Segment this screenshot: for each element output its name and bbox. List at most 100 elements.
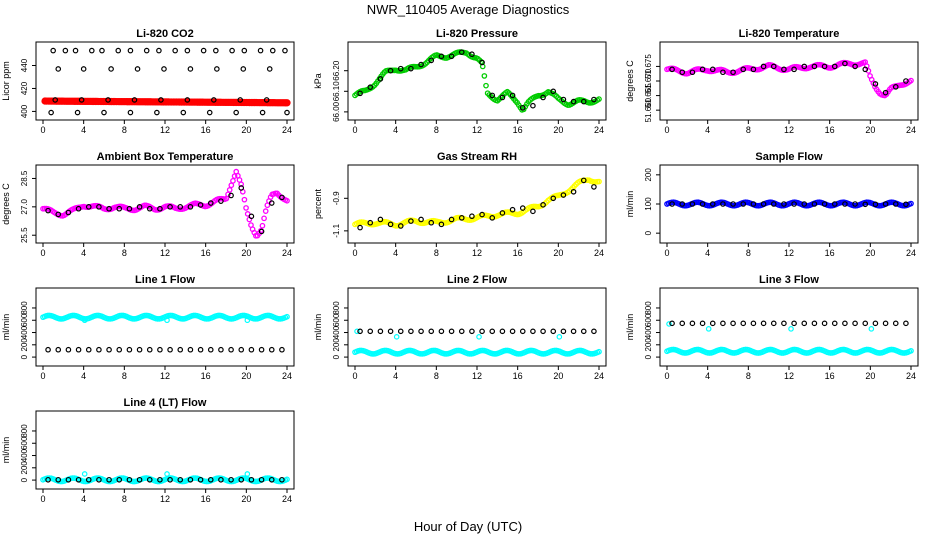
data-point <box>75 476 82 483</box>
data-point <box>146 476 153 483</box>
data-point <box>266 66 273 72</box>
series-spikes <box>354 328 563 340</box>
data-point <box>438 328 445 335</box>
panel-title: Line 3 Flow <box>759 274 819 286</box>
x-tick-label: 8 <box>434 371 439 381</box>
data-point <box>408 328 414 335</box>
data-point <box>428 328 435 335</box>
y-tick-label: 600 <box>20 436 29 450</box>
x-tick-label: 8 <box>122 125 127 135</box>
data-point <box>116 476 123 483</box>
data-point <box>136 476 143 483</box>
data-point <box>476 334 482 340</box>
x-tick-label: 0 <box>40 125 45 135</box>
series-hourly <box>357 328 597 335</box>
data-point <box>282 47 288 54</box>
data-point <box>831 63 838 70</box>
data-point <box>283 99 291 107</box>
data-point <box>720 320 726 327</box>
x-tick-label: 20 <box>241 248 251 258</box>
x-tick-label: 20 <box>553 125 563 135</box>
data-point <box>570 328 577 335</box>
data-point <box>126 205 133 212</box>
data-point <box>387 67 394 74</box>
panel-pressure: Li-820 Pressure kPa 0 4 8 12 16 20 24 66.0066.106… <box>313 28 607 135</box>
x-tick-label: 24 <box>594 125 604 135</box>
x-tick-label: 4 <box>81 248 86 258</box>
data-point <box>903 320 909 327</box>
y-tick-label: 200 <box>644 338 653 352</box>
data-point <box>115 47 122 54</box>
data-point <box>770 63 777 70</box>
data-point <box>85 476 92 483</box>
data-point <box>570 98 577 105</box>
data-point <box>240 66 247 72</box>
data-point <box>852 320 858 327</box>
data-point <box>108 66 114 72</box>
data-point <box>261 215 267 222</box>
data-point <box>821 201 828 207</box>
series-hourly <box>45 346 285 353</box>
plot-area <box>352 49 602 113</box>
data-point <box>489 92 496 99</box>
data-point <box>213 47 219 54</box>
data-point <box>136 346 143 353</box>
y-tick-label: 0 <box>644 354 653 359</box>
y-tick-label: 400 <box>332 325 341 339</box>
x-tick-label: 24 <box>282 494 292 504</box>
x-tick-label: 20 <box>865 125 875 135</box>
data-point <box>101 109 107 116</box>
y-tick-label: 400 <box>20 448 29 462</box>
data-point <box>55 211 62 218</box>
x-tick-label: 24 <box>906 248 916 258</box>
data-point <box>852 63 858 70</box>
data-point <box>669 66 675 73</box>
data-point <box>126 346 133 353</box>
x-tick-label: 0 <box>40 494 45 504</box>
data-point <box>116 346 123 353</box>
data-point <box>750 320 757 327</box>
y-tick-label: 400 <box>20 104 29 118</box>
y-tick-label: 800 <box>20 301 29 315</box>
data-point <box>184 97 191 103</box>
data-point <box>811 63 818 70</box>
data-point <box>377 76 384 82</box>
x-tick-label: 12 <box>784 371 794 381</box>
data-point <box>45 346 51 353</box>
data-point <box>357 328 363 335</box>
data-point <box>136 204 143 210</box>
data-point <box>52 97 59 103</box>
x-tick-label: 4 <box>705 371 710 381</box>
y-axis-label: ml/min <box>625 314 635 341</box>
data-point <box>591 328 597 335</box>
data-point <box>229 47 235 54</box>
data-point <box>85 346 92 353</box>
series-avg-band <box>352 347 602 357</box>
x-tick-label: 4 <box>81 371 86 381</box>
data-point <box>238 346 245 353</box>
x-tick-label: 20 <box>241 494 251 504</box>
data-point <box>377 216 384 223</box>
data-point <box>730 201 736 207</box>
data-point <box>243 205 249 211</box>
data-point <box>154 109 160 116</box>
data-point <box>730 69 736 76</box>
data-point <box>868 326 875 332</box>
data-point <box>126 476 133 483</box>
y-axis-label: ml/min <box>1 437 11 464</box>
data-point <box>228 476 234 483</box>
x-tick-label: 20 <box>241 125 251 135</box>
y-tick-label: 25.5 <box>20 227 29 243</box>
data-point <box>268 200 275 206</box>
data-point <box>75 205 82 212</box>
data-point <box>530 328 536 335</box>
y-tick-label: 100 <box>644 197 653 211</box>
data-point <box>831 201 838 207</box>
data-point <box>143 47 150 54</box>
panel-frame <box>347 41 607 121</box>
data-point <box>177 476 184 483</box>
data-point <box>106 205 112 212</box>
panel-frame <box>347 164 607 244</box>
figure-xlabel: Hour of Day (UTC) <box>414 519 522 534</box>
data-point <box>96 476 102 483</box>
